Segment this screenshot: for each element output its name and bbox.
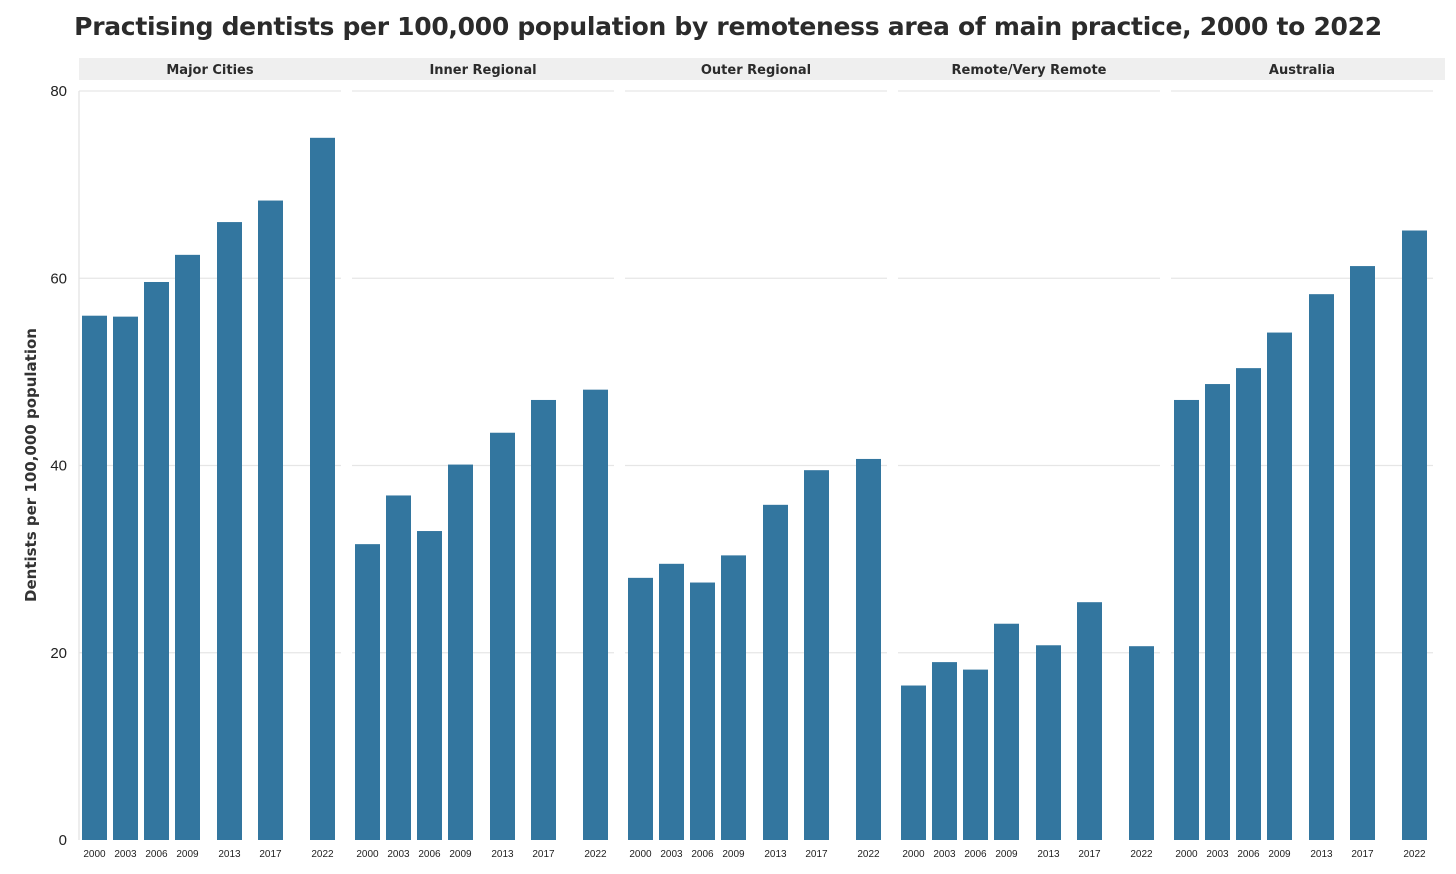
x-tick-label: 2017 bbox=[1078, 849, 1101, 860]
x-tick-label: 2000 bbox=[83, 849, 106, 860]
facet-strip-background bbox=[79, 58, 1445, 80]
bar bbox=[386, 495, 411, 840]
y-axis-label: Dentists per 100,000 population bbox=[22, 328, 40, 602]
bar bbox=[994, 623, 1019, 840]
y-axis-ticks: 0 20 40 60 80 bbox=[50, 83, 67, 849]
bar bbox=[1236, 368, 1261, 840]
bar bbox=[82, 315, 107, 840]
bar bbox=[659, 563, 684, 840]
y-tick-label: 20 bbox=[50, 645, 67, 662]
bar bbox=[963, 669, 988, 840]
bar bbox=[1309, 294, 1334, 840]
facet-label: Remote/Very Remote bbox=[952, 63, 1107, 78]
bar bbox=[355, 544, 380, 840]
x-tick-label: 2022 bbox=[1130, 849, 1153, 860]
bar bbox=[1077, 602, 1102, 840]
x-tick-label: 2003 bbox=[1206, 849, 1229, 860]
bar bbox=[804, 470, 829, 840]
x-tick-label: 2013 bbox=[1310, 849, 1333, 860]
facet-panel: Australia 2000 2003 2006 2009 2013 2017 2022 bbox=[1171, 63, 1433, 860]
x-tick-label: 2022 bbox=[1403, 849, 1426, 860]
bar bbox=[763, 504, 788, 840]
y-tick-label: 0 bbox=[59, 832, 67, 849]
bar bbox=[932, 662, 957, 840]
y-tick-label: 80 bbox=[50, 83, 67, 100]
bar bbox=[583, 389, 608, 840]
x-tick-label: 2003 bbox=[660, 849, 683, 860]
facet-label: Australia bbox=[1269, 63, 1335, 78]
x-tick-label: 2003 bbox=[114, 849, 137, 860]
x-tick-label: 2017 bbox=[532, 849, 555, 860]
bar bbox=[721, 555, 746, 840]
x-tick-label: 2003 bbox=[933, 849, 956, 860]
bar bbox=[144, 281, 169, 840]
bar bbox=[1129, 646, 1154, 840]
facet-label: Outer Regional bbox=[701, 63, 811, 78]
bar bbox=[1174, 399, 1199, 840]
x-tick-label: 2000 bbox=[1175, 849, 1198, 860]
x-tick-label: 2009 bbox=[176, 849, 199, 860]
x-tick-label: 2000 bbox=[629, 849, 652, 860]
facet-panel: Inner Regional 2000 2003 2006 2009 2013 2017 20… bbox=[352, 63, 614, 860]
bar bbox=[490, 432, 515, 840]
x-tick-label: 2009 bbox=[995, 849, 1018, 860]
bar bbox=[901, 685, 926, 840]
x-tick-label: 2009 bbox=[1268, 849, 1291, 860]
x-tick-label: 2013 bbox=[764, 849, 787, 860]
x-tick-label: 2013 bbox=[1037, 849, 1060, 860]
x-tick-label: 2000 bbox=[356, 849, 379, 860]
x-tick-label: 2022 bbox=[311, 849, 334, 860]
x-tick-label: 2022 bbox=[857, 849, 880, 860]
y-tick-label: 60 bbox=[50, 270, 67, 287]
bar bbox=[217, 222, 242, 840]
bar bbox=[448, 464, 473, 840]
x-tick-label: 2009 bbox=[722, 849, 745, 860]
bar bbox=[175, 254, 200, 840]
bar bbox=[1267, 332, 1292, 840]
bar bbox=[417, 531, 442, 840]
x-tick-label: 2000 bbox=[902, 849, 925, 860]
x-tick-label: 2006 bbox=[418, 849, 441, 860]
facet-panel: Major Cities 2000 2003 2006 2009 2013 2017 2022 bbox=[78, 63, 341, 860]
bar bbox=[113, 316, 138, 841]
bar bbox=[1402, 230, 1427, 841]
facet-panel: Remote/Very Remote 2000 2003 2006 2009 2013 20… bbox=[898, 63, 1160, 860]
x-tick-label: 2006 bbox=[145, 849, 168, 860]
facet-label: Major Cities bbox=[166, 63, 254, 78]
facet-panel: Outer Regional 2000 2003 2006 2009 2013 2017 20… bbox=[625, 63, 887, 860]
bar bbox=[1036, 645, 1061, 840]
bar bbox=[690, 582, 715, 840]
y-tick-label: 40 bbox=[50, 458, 67, 475]
bar bbox=[531, 399, 556, 840]
x-tick-label: 2013 bbox=[491, 849, 514, 860]
chart-title: Practising dentists per 100,000 populati… bbox=[74, 12, 1382, 41]
facet-panels: Major Cities 2000 2003 2006 2009 2013 2017 2022… bbox=[78, 58, 1445, 860]
bar bbox=[310, 137, 335, 840]
x-tick-label: 2017 bbox=[1351, 849, 1374, 860]
bar bbox=[1205, 384, 1230, 840]
facet-label: Inner Regional bbox=[429, 63, 536, 78]
bar bbox=[1350, 266, 1375, 840]
x-tick-label: 2003 bbox=[387, 849, 410, 860]
bar bbox=[856, 458, 881, 840]
x-tick-label: 2013 bbox=[218, 849, 241, 860]
x-tick-label: 2009 bbox=[449, 849, 472, 860]
x-tick-label: 2017 bbox=[259, 849, 282, 860]
x-tick-label: 2017 bbox=[805, 849, 828, 860]
bar bbox=[258, 200, 283, 840]
x-tick-label: 2022 bbox=[584, 849, 607, 860]
x-tick-label: 2006 bbox=[1237, 849, 1260, 860]
x-tick-label: 2006 bbox=[964, 849, 987, 860]
bar bbox=[628, 577, 653, 840]
x-tick-label: 2006 bbox=[691, 849, 714, 860]
